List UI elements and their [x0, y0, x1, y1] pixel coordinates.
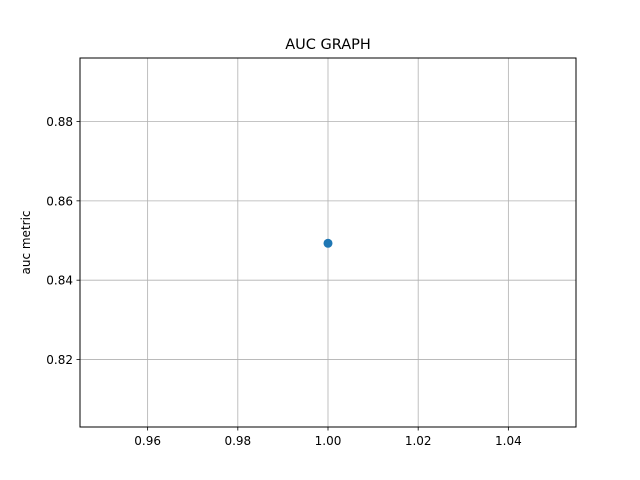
axis-ticks: 0.96 0.98 1.00 1.02 1.04 0.82 0.84 0.86 0.88 [46, 115, 521, 448]
x-tick-label: 1.00 [315, 434, 342, 448]
y-tick-label: 0.82 [46, 353, 73, 367]
chart-title: AUC GRAPH [285, 37, 371, 53]
x-tick-label: 1.04 [495, 434, 522, 448]
x-tick-label: 0.98 [224, 434, 251, 448]
y-tick-label: 0.88 [46, 115, 73, 129]
x-tick-label: 0.96 [134, 434, 161, 448]
grid-lines [80, 58, 576, 427]
y-axis-title: auc metric [19, 210, 33, 274]
y-tick-label: 0.86 [46, 194, 73, 208]
data-point [323, 238, 333, 248]
data-points [323, 238, 333, 248]
y-tick-label: 0.84 [46, 274, 73, 288]
x-tick-label: 1.02 [405, 434, 432, 448]
